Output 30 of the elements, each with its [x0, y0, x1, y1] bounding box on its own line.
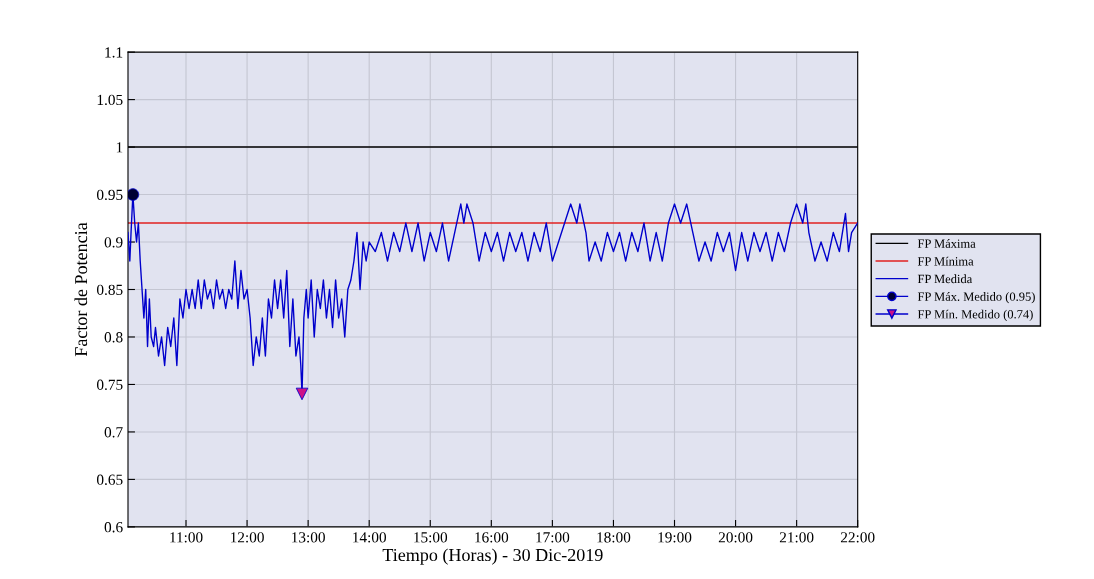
legend-label: FP Medida [917, 274, 973, 284]
y-tick-label: 0.7 [104, 427, 123, 438]
y-tick-label: 0.65 [96, 474, 123, 485]
y-tick-label: 0.9 [104, 237, 123, 248]
legend-label: FP Máxima [917, 239, 976, 248]
x-tick-label: 11:00 [170, 532, 203, 543]
y-tick-label: 0.85 [96, 284, 123, 296]
legend-label: FP Mín. Medido (0.74) [917, 309, 1033, 322]
x-tick-label: 16:00 [475, 532, 509, 543]
x-axis-title: Tiempo (Horas) - 30 Dic-2019 [382, 548, 603, 565]
y-tick-label: 1.05 [97, 94, 123, 106]
x-tick-label: 18:00 [597, 532, 631, 543]
y-tick-label: 0.75 [96, 379, 123, 390]
x-tick-label: 15:00 [414, 532, 448, 543]
x-tick-label: 13:00 [292, 532, 325, 543]
y-tick-label: 0.6 [104, 522, 123, 533]
x-tick-label: 22:00 [840, 532, 875, 543]
x-tick-label: 20:00 [718, 532, 753, 543]
x-tick-label: 12:00 [231, 532, 264, 543]
y-tick-label: 1.1 [105, 47, 123, 58]
x-tick-label: 14:00 [353, 532, 387, 543]
y-tick-label: 0.8 [104, 332, 123, 343]
legend-label: FP Mínima [917, 256, 974, 266]
y-tick-label: 0.95 [96, 189, 123, 201]
y-axis-title: Factor de Potencia [74, 222, 88, 357]
legend-label: FP Máx. Medido (0.95) [917, 292, 1035, 304]
x-tick-label: 19:00 [658, 532, 692, 543]
y-tick-label: 1 [116, 142, 123, 153]
x-tick-label: 17:00 [536, 532, 570, 543]
x-tick-label: 21:00 [779, 532, 814, 543]
